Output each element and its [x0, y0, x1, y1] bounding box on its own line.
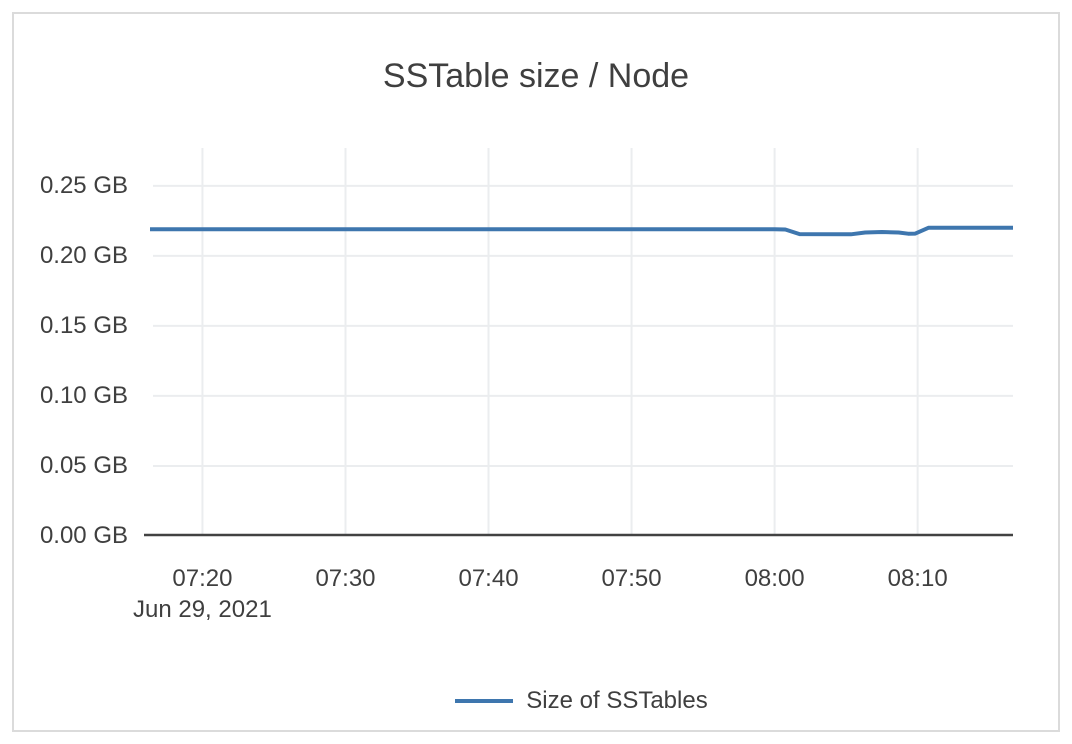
x-axis-tick: 08:10 [887, 565, 948, 592]
legend-line-swatch [455, 699, 514, 703]
y-axis-tick: 0.25 GB [39, 171, 128, 199]
x-axis-date-label: Jun 29, 2021 [133, 596, 272, 623]
series-line-size-of-sstables[interactable] [150, 225, 1013, 237]
x-axis-tick: 07:30 [315, 565, 376, 592]
plot-area[interactable] [144, 148, 1013, 537]
y-axis-tick: 0.05 GB [39, 451, 128, 479]
x-axis-tick: 07:50 [601, 565, 662, 592]
y-axis-tick: 0.00 GB [39, 522, 128, 549]
legend: Size of SSTables [150, 687, 1013, 715]
x-axis-tick: 07:20 [172, 565, 233, 592]
y-axis-tick: 0.20 GB [39, 241, 128, 269]
chart-title: SSTable size / Node [382, 57, 690, 95]
x-axis-tick: 08:00 [744, 565, 805, 592]
y-axis-tick: 0.10 GB [39, 381, 128, 409]
y-axis-tick: 0.15 GB [39, 311, 128, 339]
x-axis-tick: 07:40 [458, 565, 519, 592]
legend-item-size-of-sstables[interactable]: Size of SSTables [526, 687, 708, 714]
